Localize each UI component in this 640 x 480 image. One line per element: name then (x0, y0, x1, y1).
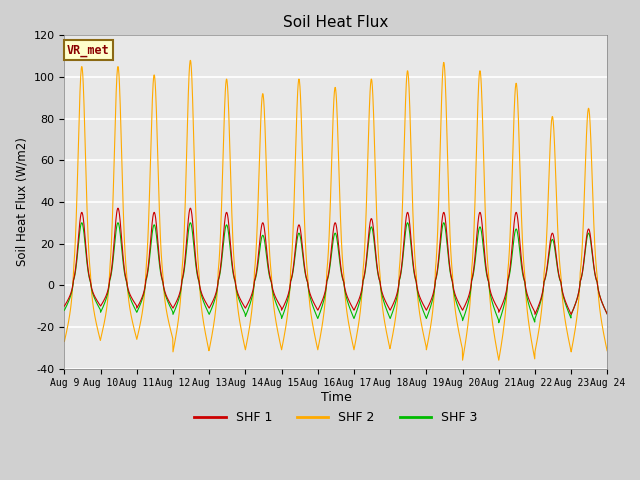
Y-axis label: Soil Heat Flux (W/m2): Soil Heat Flux (W/m2) (15, 137, 28, 266)
Text: VR_met: VR_met (67, 44, 110, 57)
X-axis label: Time: Time (321, 391, 351, 404)
Title: Soil Heat Flux: Soil Heat Flux (284, 15, 388, 30)
Legend: SHF 1, SHF 2, SHF 3: SHF 1, SHF 2, SHF 3 (189, 406, 483, 429)
